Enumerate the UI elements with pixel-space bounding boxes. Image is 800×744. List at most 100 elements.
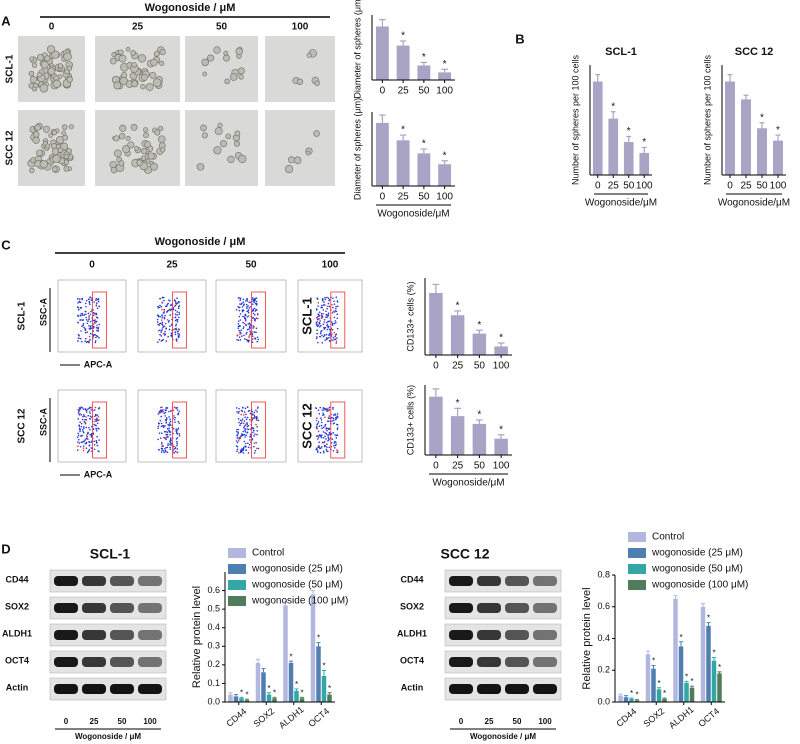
- cell: [35, 149, 43, 157]
- event: [95, 297, 98, 300]
- cell: [109, 160, 117, 169]
- event: [178, 422, 181, 424]
- y-tick-label: 0.4: [207, 622, 220, 632]
- event: [253, 331, 256, 333]
- event: [175, 338, 178, 340]
- event: [335, 305, 337, 308]
- significance: *: [712, 649, 715, 658]
- event: [92, 314, 95, 317]
- y-tick-label: 0.2: [207, 659, 220, 669]
- event: [175, 328, 178, 331]
- bar: [321, 676, 327, 702]
- event: [77, 315, 80, 318]
- cell: [152, 78, 162, 87]
- event: [320, 421, 323, 424]
- event: [162, 409, 164, 411]
- cell: [31, 62, 38, 68]
- significance: *: [477, 410, 481, 421]
- event: [97, 297, 100, 300]
- x-axis-label: Wogonoside / μM: [470, 732, 536, 741]
- event: [253, 445, 255, 448]
- event: [318, 321, 320, 324]
- event: [160, 409, 163, 412]
- band: [477, 630, 501, 640]
- event: [78, 334, 80, 337]
- event: [163, 299, 165, 302]
- flow-plot: [137, 279, 207, 353]
- event: [335, 333, 338, 336]
- blot-strip: [49, 623, 167, 647]
- event: [160, 432, 163, 434]
- bar: [244, 700, 250, 702]
- event: [158, 306, 161, 309]
- event: [249, 439, 251, 441]
- event: [83, 415, 86, 418]
- event: [236, 334, 239, 336]
- significance: *: [718, 663, 721, 672]
- event: [336, 434, 339, 436]
- event: [161, 339, 164, 342]
- event: [318, 413, 321, 415]
- event: [321, 299, 324, 302]
- x-tick-label: 50: [623, 181, 635, 192]
- event: [318, 441, 321, 444]
- event: [327, 434, 329, 437]
- event: [238, 309, 241, 312]
- y-axis-label: Relative protein level: [191, 586, 203, 688]
- event: [161, 308, 163, 311]
- event: [176, 429, 179, 431]
- event: [161, 445, 163, 448]
- blot-strip: [444, 650, 562, 674]
- event: [176, 340, 178, 342]
- significance: *: [627, 126, 631, 137]
- event: [169, 420, 172, 423]
- row-label: SCC 12: [5, 130, 16, 165]
- event: [161, 425, 164, 427]
- event: [327, 439, 329, 442]
- event: [163, 325, 166, 328]
- event: [251, 418, 254, 421]
- event: [166, 446, 169, 449]
- x-tick-label: 0: [433, 461, 439, 472]
- event: [319, 320, 321, 322]
- inset-label: SCL-1: [299, 297, 314, 335]
- event: [255, 416, 258, 418]
- bar: [294, 690, 299, 702]
- dose-label: 0: [89, 260, 95, 271]
- cell: [222, 54, 230, 62]
- event: [255, 409, 257, 412]
- event: [336, 337, 338, 339]
- cell: [51, 129, 58, 136]
- event: [237, 439, 240, 442]
- event: [336, 327, 339, 330]
- cell: [306, 52, 312, 58]
- panel-label: C: [1, 237, 11, 252]
- event: [248, 339, 250, 342]
- event: [83, 314, 86, 316]
- event: [161, 296, 164, 299]
- x-tick-label: OCT4: [696, 706, 721, 729]
- cell: [237, 67, 245, 75]
- event: [175, 438, 178, 440]
- cell: [145, 83, 154, 91]
- event: [164, 415, 167, 417]
- event: [248, 335, 251, 337]
- event: [84, 331, 87, 334]
- cell: [61, 124, 68, 130]
- band: [110, 603, 134, 613]
- event: [169, 431, 172, 433]
- bar: [375, 26, 389, 80]
- event: [173, 448, 175, 450]
- bar: [592, 81, 603, 175]
- significance: *: [630, 689, 633, 698]
- event: [251, 413, 254, 416]
- event: [241, 309, 244, 311]
- event: [96, 422, 99, 425]
- event: [317, 341, 319, 344]
- event: [85, 442, 88, 445]
- cell: [33, 131, 40, 138]
- event: [333, 311, 336, 313]
- cell: [34, 124, 41, 131]
- event: [162, 332, 165, 335]
- event: [176, 320, 179, 323]
